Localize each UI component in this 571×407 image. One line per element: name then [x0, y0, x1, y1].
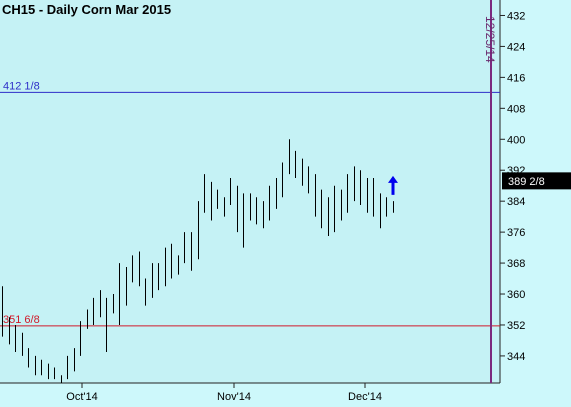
plot-area [0, 0, 500, 383]
y-tick-label-424: 424 [507, 41, 525, 53]
chart-title: CH15 - Daily Corn Mar 2015 [2, 2, 171, 17]
arrow-head [388, 175, 398, 183]
last-price-box [502, 172, 571, 190]
y-tick-label-408: 408 [507, 103, 525, 115]
x-tick-label-2: Dec'14 [348, 391, 382, 403]
y-tick-label-416: 416 [507, 72, 525, 84]
y-tick-label-360: 360 [507, 289, 525, 301]
y-tick-label-368: 368 [507, 258, 525, 270]
y-tick-label-376: 376 [507, 227, 525, 239]
y-tick-label-384: 384 [507, 196, 525, 208]
ohlc-bars [2, 139, 394, 383]
date-marker-label: 12/25/14 [483, 16, 497, 63]
y-tick-label-352: 352 [507, 320, 525, 332]
resistance-line-label: 412 1/8 [3, 80, 40, 92]
y-tick-label-432: 432 [507, 10, 525, 22]
up-arrow-icon [388, 175, 398, 195]
y-tick-label-344: 344 [507, 351, 525, 363]
support-line-label: 351 6/8 [3, 314, 40, 326]
y-tick-label-400: 400 [507, 134, 525, 146]
x-tick-label-0: Oct'14 [66, 391, 97, 403]
x-tick-label-1: Nov'14 [217, 391, 251, 403]
x-axis-ticks: Oct'14 Nov'14 Dec'14 [66, 383, 382, 403]
last-price-label: 389 2/8 [508, 176, 545, 188]
